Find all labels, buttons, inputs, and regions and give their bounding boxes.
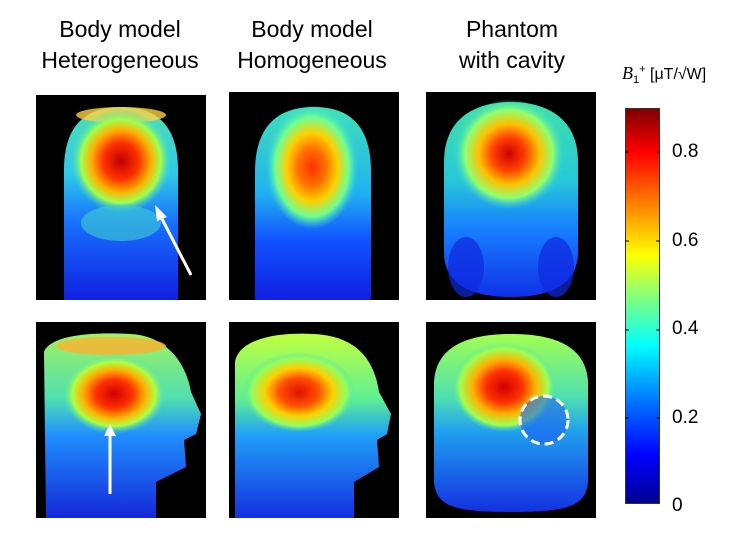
colorbar-tick-label: 0.8 [672,141,699,162]
colorbar-subscript: 1 [633,74,640,87]
column-title-heterogeneous: Body model Heterogeneous [20,14,220,76]
colorbar [625,108,660,504]
colorbar-symbol: B [622,63,633,83]
column-title-line1: Body model [251,16,373,42]
map-homogeneous-top [229,92,399,300]
map-heterogeneous-top [36,95,206,300]
map-heterogeneous-bottom [36,322,206,518]
column-title-phantom: Phantom with cavity [412,14,612,76]
colorbar-tick-label: 0.6 [672,230,699,251]
column-title-line2: Homogeneous [237,47,387,73]
map-phantom-bottom [426,322,596,518]
colorbar-tick-label: 0.2 [672,407,699,428]
cavity-circle-icon [518,394,570,446]
column-title-homogeneous: Body model Homogeneous [212,14,412,76]
column-title-line2: with cavity [458,47,566,73]
colorbar-tick-label: 0 [672,495,683,516]
colorbar-label: B1+ [μT/√W] [622,63,706,86]
colorbar-superscript: + [639,63,646,76]
colorbar-tick-label: 0.4 [672,318,699,339]
colorbar-unit: [μT/√W] [650,66,707,83]
column-title-line2: Heterogeneous [41,47,199,73]
map-phantom-top [426,92,596,300]
map-homogeneous-bottom [229,322,399,518]
colorbar-ticks [625,151,660,419]
column-title-line1: Phantom [465,16,559,42]
arrow-icon [158,214,193,276]
column-title-line1: Body model [59,16,181,42]
